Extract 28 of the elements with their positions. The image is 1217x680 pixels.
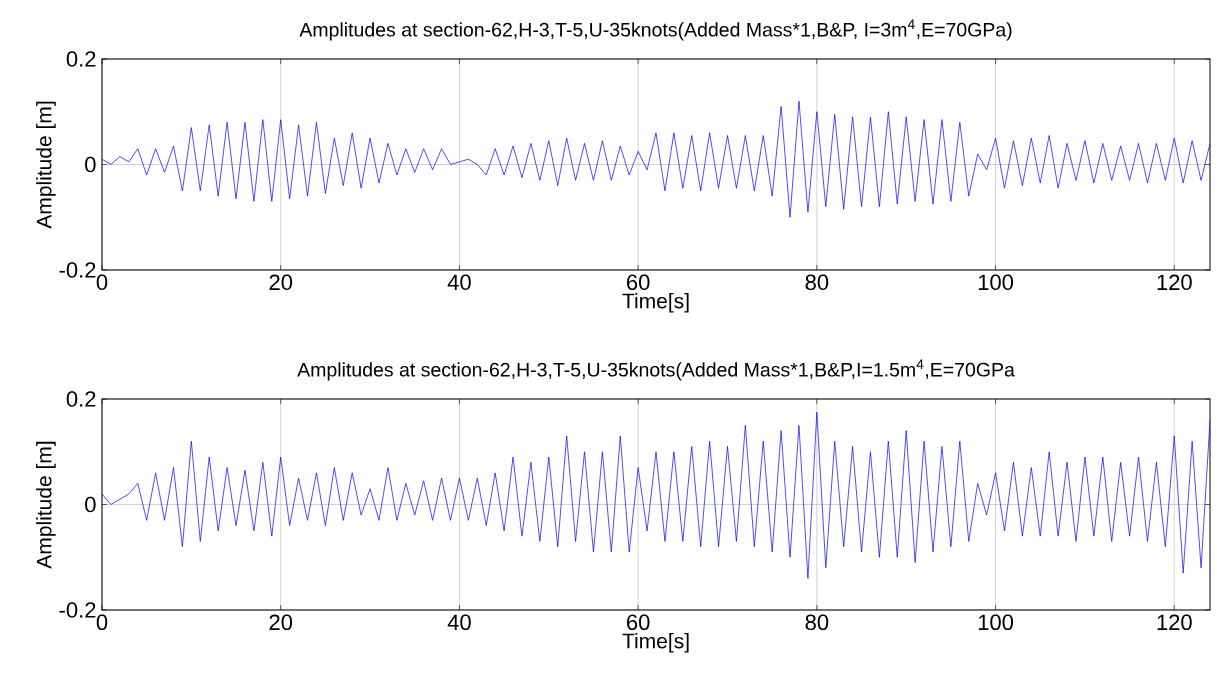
- line-series: [102, 411, 1211, 579]
- chart-title: Amplitudes at section-62,H-3,T-5,U-35knots(Added Mass*1,B&P,I=1.5m$^{4}$,E=70GPa: [297, 359, 1015, 381]
- y-tick-label: -0.2: [59, 602, 96, 618]
- y-tick-label: -0.2: [59, 262, 96, 278]
- x-tick-label: 20: [269, 274, 293, 291]
- x-tick-label: 80: [805, 274, 829, 291]
- x-tick-label: 60: [627, 614, 650, 631]
- x-axis-title: Time[s]: [622, 632, 689, 653]
- x-tick-label: 120: [1157, 274, 1192, 291]
- y-tick-label: 0: [85, 156, 96, 173]
- y-tick-label: 0.2: [66, 391, 96, 407]
- x-tick-label: 80: [805, 614, 829, 631]
- x-tick-label: 0: [96, 274, 108, 291]
- y-axis-title: Amplitude [m]: [36, 101, 56, 229]
- y-axis-title: Amplitude [m]: [36, 441, 56, 569]
- x-tick-label: 0: [96, 614, 108, 631]
- x-tick-label: 40: [447, 614, 471, 631]
- x-tick-label: 120: [1157, 614, 1192, 631]
- x-tick-label: 40: [447, 274, 471, 291]
- chart-title: Amplitudes at section-62,H-3,T-5,U-35knots(Added Mass*1,B&P, I=3m$^{4}$,E=70GPa): [299, 19, 1012, 41]
- x-tick-label: 100: [978, 274, 1014, 291]
- y-tick-label: 0.2: [66, 51, 96, 67]
- x-tick-label: 100: [978, 614, 1014, 631]
- x-axis-title: Time[s]: [622, 292, 689, 313]
- x-tick-label: 20: [269, 614, 293, 631]
- x-tick-label: 60: [627, 274, 650, 291]
- y-tick-label: 0: [85, 496, 96, 513]
- line-series: [102, 100, 1211, 218]
